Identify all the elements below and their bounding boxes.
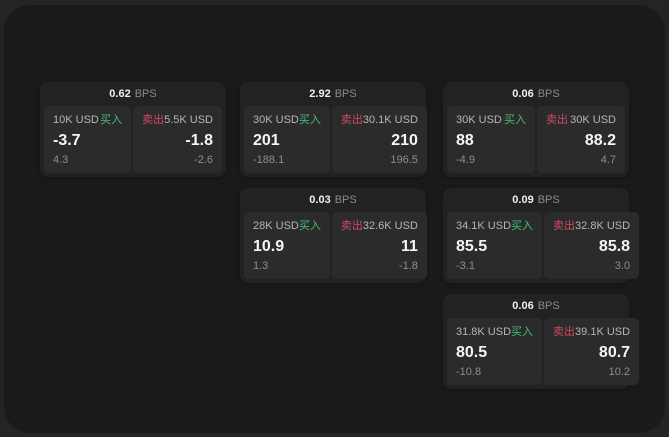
- buy-amount: 30K USD: [456, 114, 502, 126]
- buy-price: -3.7: [53, 131, 81, 149]
- buy-button[interactable]: 买入: [511, 220, 534, 232]
- sell-delta: 10.2: [608, 366, 631, 378]
- buy-delta: -3.1: [456, 260, 475, 272]
- sell-button[interactable]: 卖出: [340, 220, 363, 232]
- buy-tile[interactable]: 28K USD 买入 10.9 1.3: [244, 212, 330, 279]
- sell-tile[interactable]: 卖出 30K USD 88.2 4.7: [537, 106, 625, 173]
- quote-card: 0.62 BPS 10K USD 买入 -3.7 4.3 卖出 5.5K USD…: [40, 82, 226, 177]
- quote-card: 0.09 BPS 34.1K USD 买入 85.5 -3.1 卖出 32.8K…: [443, 188, 640, 283]
- spread-header: 0.09 BPS: [443, 188, 629, 212]
- spread-unit: BPS: [537, 300, 560, 312]
- card-body: 34.1K USD 买入 85.5 -3.1 卖出 32.8K USD 85.8…: [443, 212, 640, 279]
- buy-tile[interactable]: 34.1K USD 买入 85.5 -3.1: [447, 212, 543, 279]
- sell-tile[interactable]: 卖出 5.5K USD -1.8 -2.6: [133, 106, 222, 173]
- sell-amount: 39.1K USD: [575, 326, 631, 338]
- sell-delta: -2.6: [194, 154, 213, 166]
- buy-amount: 28K USD: [253, 220, 299, 232]
- sell-tile[interactable]: 卖出 39.1K USD 80.7 10.2: [544, 318, 640, 385]
- spread-value: 0.06: [512, 88, 534, 100]
- buy-delta: -188.1: [253, 154, 285, 166]
- spread-header: 2.92 BPS: [240, 82, 426, 106]
- card-body: 28K USD 买入 10.9 1.3 卖出 32.6K USD 11 -1.8: [240, 212, 427, 279]
- sell-delta: 196.5: [390, 154, 418, 166]
- buy-amount: 31.8K USD: [456, 326, 512, 338]
- buy-tile[interactable]: 30K USD 买入 88 -4.9: [447, 106, 535, 173]
- sell-button[interactable]: 卖出: [142, 114, 165, 126]
- quote-card: 0.03 BPS 28K USD 买入 10.9 1.3 卖出 32.6K US…: [240, 188, 427, 283]
- sell-button[interactable]: 卖出: [553, 326, 576, 338]
- card-body: 30K USD 买入 201 -188.1 卖出 30.1K USD 210 1…: [240, 106, 427, 173]
- spread-unit: BPS: [134, 88, 157, 100]
- spread-unit: BPS: [334, 88, 357, 100]
- spread-header: 0.06 BPS: [443, 82, 629, 106]
- spread-value: 0.09: [512, 194, 534, 206]
- spread-header: 0.03 BPS: [240, 188, 426, 212]
- sell-tile[interactable]: 卖出 32.6K USD 11 -1.8: [331, 212, 427, 279]
- quote-card: 0.06 BPS 31.8K USD 买入 80.5 -10.8 卖出 39.1…: [443, 294, 640, 389]
- buy-amount: 30K USD: [253, 114, 299, 126]
- buy-price: 10.9: [253, 237, 285, 255]
- spread-value: 0.06: [512, 300, 534, 312]
- sell-price: -1.8: [185, 131, 213, 149]
- buy-button[interactable]: 买入: [100, 114, 123, 126]
- buy-tile[interactable]: 31.8K USD 买入 80.5 -10.8: [447, 318, 543, 385]
- card-body: 10K USD 买入 -3.7 4.3 卖出 5.5K USD -1.8 -2.…: [40, 106, 226, 173]
- sell-amount: 32.6K USD: [362, 220, 418, 232]
- sell-amount: 5.5K USD: [164, 114, 213, 126]
- spread-unit: BPS: [537, 194, 560, 206]
- buy-delta: -10.8: [456, 366, 482, 378]
- quote-card: 2.92 BPS 30K USD 买入 201 -188.1 卖出 30.1K …: [240, 82, 427, 177]
- sell-button[interactable]: 卖出: [546, 114, 568, 126]
- spread-value: 2.92: [309, 88, 331, 100]
- buy-button[interactable]: 买入: [504, 114, 526, 126]
- buy-button[interactable]: 买入: [298, 114, 321, 126]
- spread-header: 0.06 BPS: [443, 294, 629, 318]
- buy-amount: 34.1K USD: [456, 220, 512, 232]
- sell-price: 11: [400, 237, 418, 255]
- buy-delta: -4.9: [456, 154, 475, 166]
- buy-amount: 10K USD: [53, 114, 99, 126]
- sell-button[interactable]: 卖出: [340, 114, 363, 126]
- buy-tile[interactable]: 30K USD 买入 201 -188.1: [244, 106, 330, 173]
- buy-delta: 1.3: [253, 260, 269, 272]
- sell-tile[interactable]: 卖出 30.1K USD 210 196.5: [331, 106, 427, 173]
- quote-card: 0.06 BPS 30K USD 买入 88 -4.9 卖出 30K USD 8…: [443, 82, 629, 177]
- spread-value: 0.03: [309, 194, 331, 206]
- sell-price: 80.7: [598, 343, 631, 361]
- buy-button[interactable]: 买入: [298, 220, 321, 232]
- spread-unit: BPS: [334, 194, 357, 206]
- sell-amount: 32.8K USD: [575, 220, 631, 232]
- sell-delta: 4.7: [600, 154, 616, 166]
- spread-unit: BPS: [537, 88, 560, 100]
- buy-price: 88: [456, 131, 474, 149]
- sell-price: 88.2: [584, 131, 616, 149]
- buy-button[interactable]: 买入: [511, 326, 534, 338]
- sell-tile[interactable]: 卖出 32.8K USD 85.8 3.0: [544, 212, 640, 279]
- spread-header: 0.62 BPS: [40, 82, 226, 106]
- buy-price: 80.5: [456, 343, 488, 361]
- sell-delta: 3.0: [614, 260, 631, 272]
- sell-price: 210: [391, 131, 418, 149]
- sell-button[interactable]: 卖出: [553, 220, 576, 232]
- buy-delta: 4.3: [53, 154, 69, 166]
- sell-price: 85.8: [598, 237, 631, 255]
- spread-value: 0.62: [109, 88, 131, 100]
- buy-tile[interactable]: 10K USD 买入 -3.7 4.3: [44, 106, 132, 173]
- sell-delta: -1.8: [398, 260, 418, 272]
- sell-amount: 30K USD: [570, 114, 616, 126]
- buy-price: 201: [253, 131, 280, 149]
- card-body: 30K USD 买入 88 -4.9 卖出 30K USD 88.2 4.7: [443, 106, 629, 173]
- sell-amount: 30.1K USD: [362, 114, 418, 126]
- card-body: 31.8K USD 买入 80.5 -10.8 卖出 39.1K USD 80.…: [443, 318, 640, 385]
- buy-price: 85.5: [456, 237, 488, 255]
